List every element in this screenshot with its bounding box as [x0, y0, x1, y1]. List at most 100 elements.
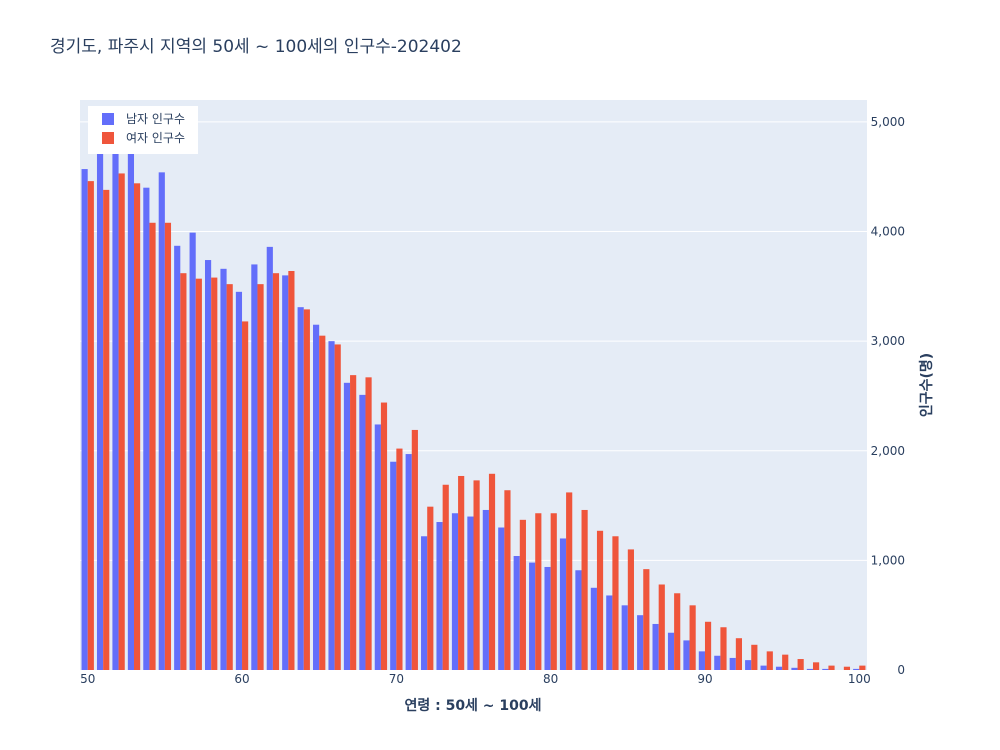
bar-female	[859, 665, 866, 670]
bar-female	[149, 222, 156, 670]
bar-female	[797, 659, 804, 670]
legend-swatch-female	[102, 132, 114, 144]
bar-male	[143, 187, 150, 670]
bar-female	[689, 605, 696, 670]
bar-male	[266, 246, 273, 670]
bar-male	[652, 623, 659, 670]
bar-male	[544, 566, 551, 670]
bar-male	[405, 454, 412, 670]
bar-female	[134, 183, 141, 670]
bar-male	[343, 382, 351, 670]
bar-male	[451, 513, 459, 670]
bar-male	[220, 268, 227, 670]
x-tick-labels: 50 60 70 80 90 100	[80, 672, 871, 686]
chart-title: 경기도, 파주시 지역의 50세 ~ 100세의 인구수-202402	[50, 37, 462, 57]
bar-female	[627, 549, 634, 670]
bar-female	[704, 621, 712, 670]
bar-female	[257, 284, 264, 670]
bar-male	[698, 651, 705, 670]
y-tick-label: 0	[897, 663, 905, 677]
bar-female	[550, 513, 557, 670]
bar-female	[519, 519, 526, 670]
bar-male	[853, 668, 860, 670]
bar-male	[667, 632, 675, 670]
bar-female	[658, 584, 665, 670]
bar-male	[127, 152, 135, 670]
bar-male	[745, 660, 752, 670]
bar-female	[812, 662, 820, 670]
bar-male	[204, 260, 212, 670]
bar-male	[575, 570, 582, 670]
y-tick-label: 5,000	[871, 115, 905, 129]
bar-male	[235, 291, 243, 670]
y-tick-label: 4,000	[871, 225, 905, 239]
bar-female	[735, 638, 742, 670]
legend-swatch-male	[102, 113, 114, 125]
y-tick-label: 3,000	[871, 334, 905, 348]
bar-female	[488, 473, 496, 670]
x-tick-label: 50	[80, 672, 95, 686]
bar-female	[674, 593, 681, 670]
bar-female	[334, 344, 341, 670]
bar-female	[164, 222, 172, 670]
bar-male	[282, 275, 289, 670]
bar-male	[174, 245, 181, 671]
x-tick-label: 60	[234, 672, 249, 686]
bar-female	[288, 271, 295, 670]
bar-female	[118, 173, 125, 670]
bar-female	[612, 536, 619, 670]
bar-female	[103, 189, 110, 670]
legend: 남자 인구수 여자 인구수	[88, 106, 198, 154]
bars	[81, 148, 866, 671]
bar-male	[251, 264, 258, 670]
bar-female	[766, 651, 773, 670]
bar-male	[683, 640, 690, 670]
bar-male	[328, 341, 335, 670]
x-tick-label: 70	[389, 672, 404, 686]
bar-male	[791, 667, 798, 670]
y-axis-title: 인구수(명)	[918, 353, 935, 417]
bar-female	[751, 644, 758, 670]
bar-male	[158, 172, 165, 670]
bar-male	[729, 657, 736, 670]
bar-male	[498, 527, 505, 670]
legend-label-female: 여자 인구수	[126, 131, 185, 145]
bar-female	[226, 284, 233, 670]
bar-female	[596, 530, 604, 670]
legend-label-male: 남자 인구수	[126, 112, 185, 126]
bar-male	[359, 394, 366, 670]
bar-male	[467, 516, 474, 670]
bar-female	[87, 181, 94, 670]
bar-male	[775, 666, 783, 670]
bar-male	[96, 152, 104, 670]
x-tick-label: 90	[697, 672, 712, 686]
bar-female	[473, 480, 480, 670]
bar-male	[390, 461, 397, 670]
bar-female	[566, 492, 573, 670]
bar-female	[350, 375, 357, 670]
bar-female	[396, 448, 403, 670]
bar-male	[81, 169, 88, 670]
x-tick-label: 80	[543, 672, 558, 686]
bar-male	[189, 232, 196, 670]
bar-female	[319, 335, 326, 670]
y-tick-labels: 0 1,000 2,000 3,000 4,000 5,000	[871, 115, 905, 677]
bar-male	[421, 536, 428, 670]
bar-male	[559, 538, 567, 670]
y-tick-label: 1,000	[871, 553, 905, 567]
bar-male	[482, 509, 489, 670]
bar-male	[806, 668, 813, 670]
bar-female	[211, 277, 218, 670]
y-tick-label: 2,000	[871, 444, 905, 458]
bar-female	[581, 509, 588, 670]
bar-female	[843, 666, 851, 670]
bar-female	[535, 513, 542, 670]
bar-male	[374, 424, 381, 670]
bar-female	[427, 506, 434, 670]
bar-female	[782, 654, 789, 670]
bar-male	[590, 587, 597, 670]
bar-female	[195, 278, 202, 670]
x-axis-title: 연령 : 50세 ~ 100세	[404, 698, 541, 714]
bar-female	[272, 273, 280, 670]
